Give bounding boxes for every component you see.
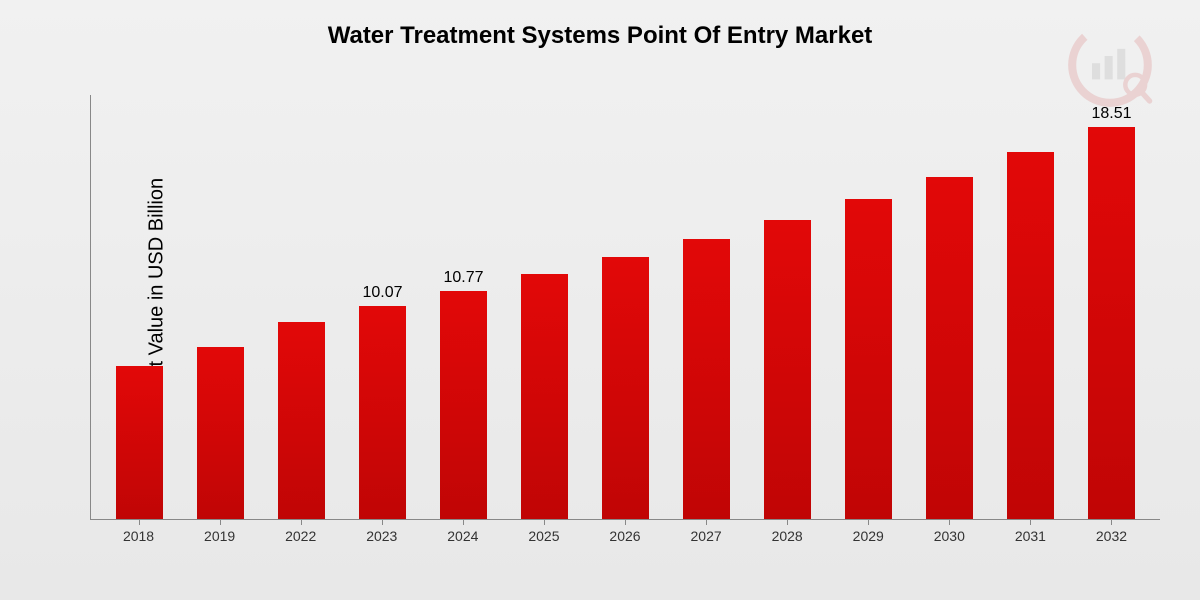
bar-slot [666, 95, 747, 519]
x-tick-label: 2023 [341, 520, 422, 550]
x-tick-label: 2019 [179, 520, 260, 550]
x-ticks-container: 2018201920222023202420252026202720282029… [90, 520, 1160, 550]
bar [602, 257, 649, 519]
x-tick-label: 2029 [828, 520, 909, 550]
bars-container: 10.07 10.77 18.51 [91, 95, 1160, 519]
x-tick-label: 2026 [584, 520, 665, 550]
bar-slot [504, 95, 585, 519]
x-tick-label: 2032 [1071, 520, 1152, 550]
x-tick-label: 2022 [260, 520, 341, 550]
bar: 10.07 [359, 306, 406, 519]
bar-slot [828, 95, 909, 519]
bar-slot [99, 95, 180, 519]
bar [926, 177, 973, 519]
bar-slot [585, 95, 666, 519]
x-tick-label: 2025 [503, 520, 584, 550]
bar-slot [180, 95, 261, 519]
bar: 10.77 [440, 291, 487, 519]
bar [116, 366, 163, 519]
chart-area: 10.07 10.77 18.51 201820192022202320242025… [90, 95, 1160, 550]
bar-slot: 10.07 [342, 95, 423, 519]
chart-title: Water Treatment Systems Point Of Entry M… [0, 0, 1200, 50]
bar-value-label: 10.07 [362, 284, 402, 302]
bar: 18.51 [1088, 127, 1135, 519]
bar [521, 274, 568, 519]
bar-value-label: 18.51 [1091, 105, 1131, 123]
bar [1007, 152, 1054, 519]
bar-slot: 18.51 [1071, 95, 1152, 519]
bar-slot [261, 95, 342, 519]
x-tick-label: 2024 [422, 520, 503, 550]
x-tick-label: 2030 [909, 520, 990, 550]
bar-value-label: 10.77 [443, 269, 483, 287]
bar [845, 199, 892, 519]
bar [683, 239, 730, 519]
plot-area: 10.07 10.77 18.51 [90, 95, 1160, 520]
x-tick-label: 2018 [98, 520, 179, 550]
bar-slot [909, 95, 990, 519]
x-tick-label: 2031 [990, 520, 1071, 550]
bar-slot [990, 95, 1071, 519]
bar [278, 322, 325, 519]
x-tick-label: 2027 [666, 520, 747, 550]
x-tick-label: 2028 [747, 520, 828, 550]
bar-slot [747, 95, 828, 519]
bar-slot: 10.77 [423, 95, 504, 519]
bar [764, 220, 811, 519]
bar [197, 347, 244, 519]
